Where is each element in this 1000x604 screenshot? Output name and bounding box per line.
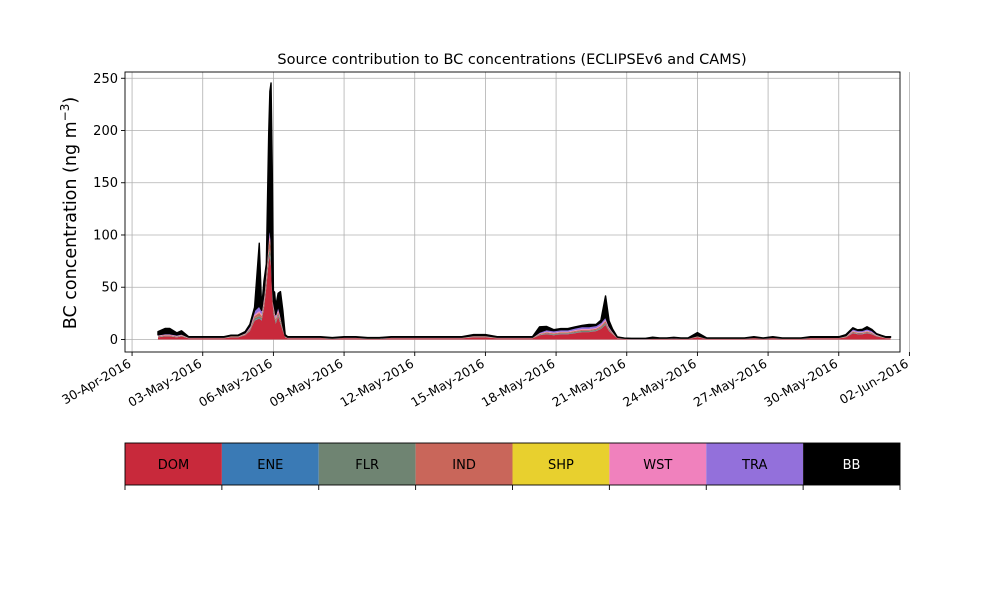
- legend-label-ene: ENE: [257, 458, 283, 473]
- legend-label-flr: FLR: [355, 458, 379, 473]
- y-tick-label: 250: [93, 72, 118, 87]
- y-axis-label-close: ): [61, 97, 81, 104]
- legend-label-dom: DOM: [158, 458, 189, 473]
- x-tick-label: 24-May-2016: [620, 356, 699, 410]
- y-tick-label: 200: [93, 124, 118, 139]
- stacked-areas: [157, 82, 892, 340]
- x-tick-label: 02-Jun-2016: [837, 356, 911, 407]
- legend-label-wst: WST: [643, 458, 672, 473]
- x-tick-label: 30-May-2016: [761, 356, 840, 410]
- legend-swatch-tra: [706, 443, 804, 485]
- y-axis-label: BC concentration (ng m−3): [58, 97, 81, 329]
- legend-label-bb: BB: [843, 458, 861, 473]
- area-series-bb: [157, 82, 892, 340]
- x-tick-label: 15-May-2016: [408, 356, 487, 410]
- y-tick-label: 50: [101, 281, 118, 296]
- legend-swatch-shp: [512, 443, 610, 485]
- legend-swatch-wst: [609, 443, 707, 485]
- x-tick-label: 30-Apr-2016: [59, 356, 133, 408]
- legend-swatch-flr: [318, 443, 416, 485]
- legend-label-shp: SHP: [548, 458, 574, 473]
- y-axis-label-main: BC concentration (ng m: [61, 121, 81, 329]
- legend-swatch-dom: [125, 443, 222, 485]
- legend: DOM ENE FLR IND SHP WST TRA BB: [124, 442, 901, 490]
- x-tick-label: 21-May-2016: [549, 356, 628, 410]
- y-tick-label: 150: [93, 176, 118, 191]
- x-tick-label: 09-May-2016: [267, 356, 346, 410]
- x-tick-label: 06-May-2016: [196, 356, 275, 410]
- legend-swatch-ene: [221, 443, 319, 485]
- chart-title: Source contribution to BC concentrations…: [277, 52, 746, 68]
- x-tick-label: 03-May-2016: [125, 356, 204, 410]
- grid-lines: [125, 72, 910, 352]
- y-tick-label: 0: [110, 333, 118, 348]
- legend-swatch-ind: [415, 443, 513, 485]
- legend-label-tra: TRA: [741, 458, 767, 473]
- legend-swatch-bb: [803, 443, 900, 485]
- plot-frame: [124, 71, 901, 353]
- y-tick-label: 100: [93, 228, 118, 243]
- x-tick-label: 18-May-2016: [479, 356, 558, 410]
- y-axis-label-exponent: −3: [58, 104, 72, 122]
- legend-label-ind: IND: [452, 458, 476, 473]
- x-tick-label: 27-May-2016: [691, 356, 770, 410]
- x-tick-label: 12-May-2016: [337, 356, 416, 410]
